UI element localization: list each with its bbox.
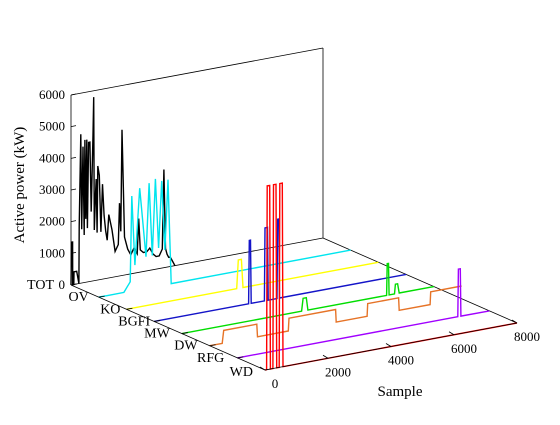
category-tick bbox=[126, 307, 133, 310]
x-tick bbox=[385, 343, 392, 347]
x-tick bbox=[259, 366, 266, 371]
z-tick-label: 5000 bbox=[39, 119, 65, 134]
category-tick bbox=[98, 295, 105, 298]
series-line-bgfi bbox=[153, 218, 407, 323]
z-tick bbox=[70, 251, 77, 254]
x-tick-label: 6000 bbox=[451, 341, 477, 356]
x-tick-label: 0 bbox=[272, 376, 279, 391]
category-label-bgfi: BGFI bbox=[118, 314, 150, 329]
series-line-rfg bbox=[237, 267, 490, 359]
z-tick bbox=[70, 125, 77, 128]
series-line-tot bbox=[70, 97, 176, 286]
category-label-wd: WD bbox=[230, 365, 253, 380]
category-label-rfg: RFG bbox=[197, 351, 224, 366]
series-group bbox=[70, 97, 518, 371]
category-axis-line bbox=[70, 284, 266, 371]
z-tick bbox=[70, 93, 77, 96]
x-tick-label: 8000 bbox=[514, 329, 540, 344]
category-tick bbox=[154, 320, 161, 322]
category-label-dw: DW bbox=[174, 339, 198, 354]
z-tick-label: 1000 bbox=[39, 245, 65, 260]
series-line-mw bbox=[181, 262, 435, 335]
x-tick-label: 4000 bbox=[388, 353, 414, 368]
category-label-mw: MW bbox=[144, 327, 170, 342]
category-label-ko: KO bbox=[100, 302, 120, 317]
series-line-ov bbox=[98, 178, 351, 298]
z-axis-label: Active power (kW) bbox=[12, 127, 28, 244]
z-tick-label: 4000 bbox=[39, 150, 65, 165]
series-line-dw bbox=[209, 285, 462, 347]
x-tick-label: 2000 bbox=[325, 364, 351, 379]
category-label-ov: OV bbox=[68, 290, 88, 305]
series-line-ko bbox=[126, 258, 379, 310]
category-tick bbox=[181, 332, 188, 334]
box-edge-floor-back bbox=[70, 237, 324, 286]
category-tick bbox=[70, 283, 78, 286]
z-tick-label: 0 bbox=[59, 277, 66, 292]
x-axis-label: Sample bbox=[378, 384, 423, 400]
x-tick bbox=[448, 331, 455, 336]
z-tick bbox=[70, 220, 77, 223]
box-edge-floor-right bbox=[322, 237, 518, 324]
category-label-tot: TOT bbox=[27, 278, 54, 293]
series-line-wd bbox=[264, 182, 518, 371]
z-tick bbox=[70, 188, 77, 191]
category-tick bbox=[209, 344, 216, 347]
x-tick bbox=[511, 319, 518, 324]
z-tick bbox=[70, 156, 77, 159]
z-tick-label: 6000 bbox=[39, 87, 65, 102]
category-tick bbox=[237, 356, 244, 359]
z-tick-label: 2000 bbox=[39, 214, 65, 229]
axes-box bbox=[70, 47, 518, 324]
x-tick bbox=[322, 354, 329, 359]
category-tick bbox=[264, 368, 272, 371]
box-edge-top-back bbox=[70, 47, 324, 96]
z-tick-label: 3000 bbox=[39, 182, 65, 197]
